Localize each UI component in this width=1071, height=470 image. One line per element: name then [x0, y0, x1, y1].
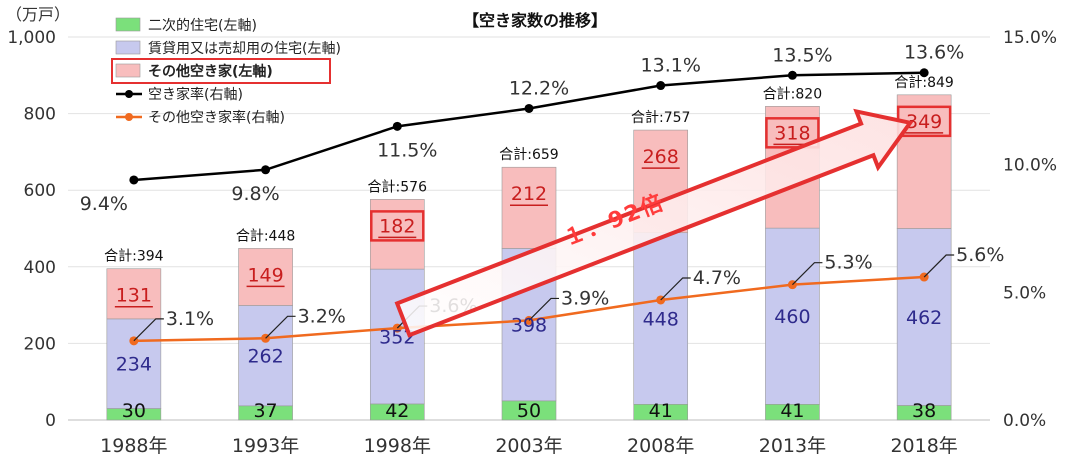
total-label: 合計:849 [894, 75, 953, 91]
rate-label: 3.2% [298, 305, 346, 327]
legend-swatch [115, 17, 141, 32]
leader-line [133, 318, 164, 342]
total-label: 合計:576 [368, 179, 428, 195]
bar-value-label: 268 [643, 146, 679, 168]
bar-value-label: 42 [385, 400, 409, 422]
bar-value-label: 50 [517, 400, 541, 422]
bar-segment [896, 94, 952, 229]
bar-segment [501, 166, 557, 249]
bar-value-label: 318 [774, 122, 810, 144]
legend-label: 空き家率(右軸) [148, 86, 243, 103]
rate-label: 9.8% [231, 183, 279, 205]
y-tick-label: 200 [24, 334, 56, 354]
legend-swatch [125, 113, 133, 121]
x-category-label: 2013年 [759, 435, 826, 457]
bar-value-label: 448 [643, 309, 679, 331]
rate-label: 13.1% [641, 55, 701, 77]
total-label: 合計:659 [499, 147, 558, 163]
bar-value-label: 398 [511, 315, 547, 337]
x-category-label: 2008年 [627, 435, 694, 457]
legend-highlight-box [111, 58, 331, 84]
highlight-box [370, 210, 425, 242]
bar-segment [106, 268, 162, 320]
legend-swatch [115, 40, 141, 55]
highlight-box [765, 117, 820, 149]
legend-label: その他空き家(左軸) [148, 63, 273, 80]
rate-label: 3.9% [561, 287, 609, 309]
bar-value-label: 462 [906, 307, 942, 329]
leader-line [923, 254, 955, 278]
x-category-label: 1988年 [100, 435, 167, 457]
bar-segment [896, 228, 952, 406]
x-category-label: 1993年 [232, 435, 299, 457]
leader-line [792, 262, 823, 286]
rate-label: 13.5% [772, 44, 832, 66]
legend-swatch [125, 90, 133, 98]
line-point [261, 165, 271, 175]
rate-label: 11.5% [377, 139, 437, 161]
bar-value-label: 460 [774, 306, 810, 328]
leader-line [660, 277, 691, 301]
legend-swatch [115, 63, 141, 78]
rate-label: 3.1% [166, 308, 214, 330]
line-point [392, 121, 402, 131]
bar-value-label: 30 [122, 400, 146, 422]
total-label: 合計:448 [236, 228, 295, 244]
bar-segment [238, 248, 293, 306]
bar-value-label: 38 [912, 400, 936, 422]
y2-tick-label: 5.0% [1003, 283, 1046, 303]
y-tick-label: 800 [24, 105, 56, 125]
legend-label: その他空き家率(右軸) [148, 109, 285, 126]
bar-value-label: 131 [116, 285, 152, 307]
rate-label: 12.2% [509, 77, 569, 99]
x-category-label: 1998年 [364, 435, 431, 457]
y-tick-label: 0 [45, 411, 56, 431]
line-point [524, 103, 534, 113]
line-point [787, 70, 797, 80]
y2-tick-label: 10.0% [1003, 156, 1057, 176]
x-category-label: 2018年 [890, 435, 957, 457]
y-tick-label: 1,000 [7, 28, 56, 48]
rate-label: 9.4% [80, 193, 128, 215]
bar-value-label: 41 [649, 400, 673, 422]
bar-value-label: 149 [247, 264, 283, 286]
total-label: 合計:394 [104, 249, 164, 265]
leader-line [265, 315, 296, 339]
y2-tick-label: 15.0% [1003, 28, 1057, 48]
y-tick-label: 400 [24, 258, 56, 278]
line-point [919, 68, 929, 78]
bar-value-label: 349 [906, 111, 942, 133]
bar-segment [633, 232, 689, 405]
chart-title: 【空き家数の推移】 [463, 11, 607, 30]
y-axis-unit: （万戸） [6, 5, 70, 24]
rate-label: 5.6% [956, 244, 1004, 266]
y-tick-label: 600 [24, 181, 56, 201]
bar-value-label: 37 [253, 400, 277, 422]
legend-label: 二次的住宅(左軸) [148, 18, 257, 34]
legend-label: 賃貸用又は売却用の住宅(左軸) [148, 41, 341, 57]
rate-label: 13.6% [904, 42, 964, 64]
bar-value-label: 262 [247, 346, 283, 368]
bar-value-label: 182 [379, 215, 415, 237]
rate-label: 4.7% [693, 267, 741, 289]
line-point [129, 175, 139, 185]
bar-segment [106, 318, 162, 409]
total-label: 合計:820 [763, 86, 822, 102]
y2-tick-label: 0.0% [1003, 411, 1046, 431]
line-point [656, 81, 666, 91]
rate-label: 5.3% [824, 252, 872, 274]
bar-segment [369, 268, 425, 405]
bar-value-label: 41 [780, 400, 804, 422]
bar-segment [765, 227, 820, 405]
leader-line [528, 297, 559, 321]
x-category-label: 2003年 [495, 435, 562, 457]
total-label: 合計:757 [631, 110, 690, 126]
growth-arrow [394, 108, 914, 338]
bar-segment [238, 305, 293, 407]
bar-value-label: 212 [511, 183, 547, 205]
bar-value-label: 234 [116, 354, 152, 376]
